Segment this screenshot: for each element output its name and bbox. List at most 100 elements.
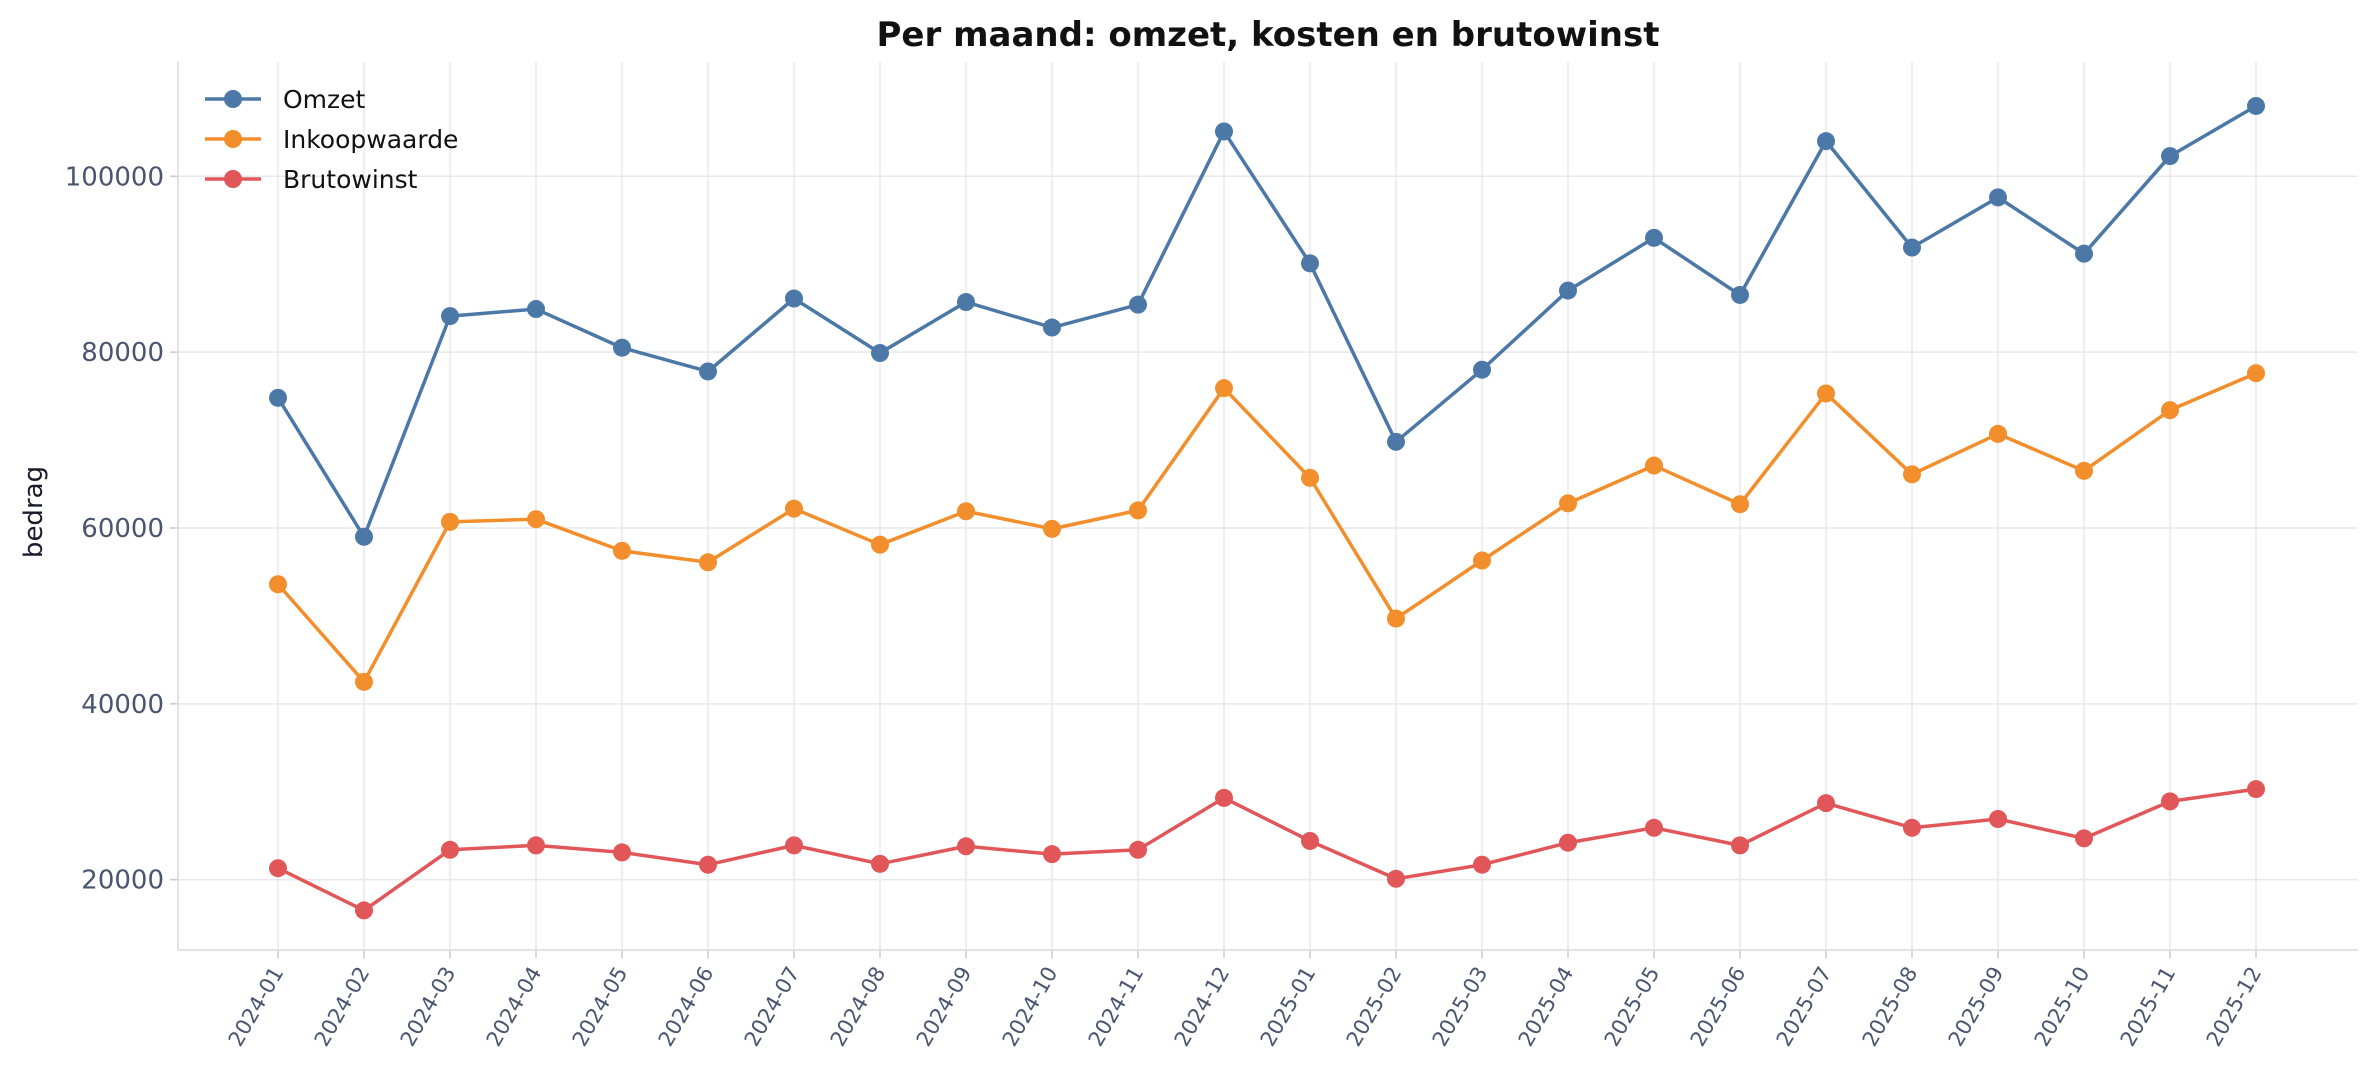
data-point[interactable] (1129, 840, 1147, 859)
data-point[interactable] (1301, 831, 1319, 850)
data-point[interactable] (1043, 318, 1061, 337)
y-tick-label: 80000 (81, 338, 164, 368)
grid-layer (178, 62, 2358, 950)
data-point[interactable] (1989, 424, 2007, 443)
series-line (277, 787, 2257, 913)
data-point[interactable] (1559, 281, 1577, 300)
data-point[interactable] (871, 535, 889, 554)
x-tick-label: 2024-08 (826, 963, 891, 1051)
data-point[interactable] (1387, 609, 1405, 628)
data-point[interactable] (1731, 495, 1749, 514)
data-point[interactable] (2247, 780, 2265, 799)
data-point[interactable] (269, 575, 287, 594)
series-omzet (269, 96, 2265, 546)
data-point[interactable] (1387, 869, 1405, 888)
data-point[interactable] (1129, 295, 1147, 314)
legend: Omzet Inkoopwaarde Brutowinst (205, 85, 458, 194)
data-point[interactable] (1043, 845, 1061, 864)
data-point[interactable] (957, 837, 975, 856)
data-point[interactable] (1903, 238, 1921, 257)
chart-title: Per maand: omzet, kosten en brutowinst (877, 15, 1660, 55)
data-point[interactable] (1903, 818, 1921, 837)
data-point[interactable] (441, 512, 459, 531)
data-point[interactable] (269, 388, 287, 407)
data-point[interactable] (1817, 132, 1835, 151)
data-point[interactable] (1903, 465, 1921, 484)
data-point[interactable] (1215, 788, 1233, 807)
data-point[interactable] (1817, 794, 1835, 813)
series-line (276, 104, 2257, 539)
legend-label: Omzet (283, 85, 366, 114)
data-point[interactable] (699, 553, 717, 572)
legend-marker (224, 170, 242, 188)
data-point[interactable] (1301, 254, 1319, 273)
data-point[interactable] (1559, 833, 1577, 852)
data-point[interactable] (527, 510, 545, 529)
data-point[interactable] (1989, 809, 2007, 828)
data-point[interactable] (355, 527, 373, 546)
x-tick-label: 2024-06 (654, 963, 719, 1051)
data-point[interactable] (1731, 285, 1749, 304)
x-tick-label: 2025-04 (1514, 963, 1579, 1051)
data-point[interactable] (1989, 188, 2007, 207)
data-point[interactable] (1473, 360, 1491, 379)
data-point[interactable] (613, 843, 631, 862)
data-point[interactable] (1559, 494, 1577, 513)
data-point[interactable] (269, 859, 287, 878)
data-point[interactable] (2075, 829, 2093, 848)
data-point[interactable] (2161, 401, 2179, 420)
data-point[interactable] (1473, 551, 1491, 570)
data-point[interactable] (2161, 147, 2179, 166)
data-point[interactable] (699, 855, 717, 874)
y-tick-label: 20000 (81, 866, 164, 896)
data-point[interactable] (957, 293, 975, 312)
data-point[interactable] (1473, 855, 1491, 874)
data-point[interactable] (613, 338, 631, 357)
data-point[interactable] (785, 499, 803, 518)
data-point[interactable] (871, 854, 889, 873)
data-point[interactable] (355, 901, 373, 920)
data-point[interactable] (527, 836, 545, 855)
data-point[interactable] (1043, 519, 1061, 538)
data-point[interactable] (441, 307, 459, 326)
data-point[interactable] (1215, 379, 1233, 398)
x-tick-label: 2025-02 (1342, 963, 1407, 1051)
x-tick-label: 2025-06 (1686, 963, 1751, 1051)
legend-label: Brutowinst (283, 165, 418, 194)
legend-item: Omzet (205, 85, 366, 114)
data-point[interactable] (1645, 456, 1663, 475)
data-point[interactable] (785, 836, 803, 855)
data-point[interactable] (1215, 122, 1233, 141)
legend-item: Brutowinst (205, 165, 418, 194)
x-tick-label: 2024-04 (482, 963, 547, 1051)
data-point[interactable] (441, 840, 459, 859)
x-tick-label: 2024-09 (912, 963, 977, 1051)
data-point[interactable] (1645, 818, 1663, 837)
x-tick-label: 2024-10 (998, 963, 1063, 1051)
data-point[interactable] (1129, 501, 1147, 520)
data-point[interactable] (871, 344, 889, 363)
x-tick-label: 2025-10 (2030, 963, 2095, 1051)
data-point[interactable] (2247, 364, 2265, 383)
data-point[interactable] (2161, 792, 2179, 811)
legend-item: Inkoopwaarde (205, 125, 458, 154)
data-point[interactable] (1731, 836, 1749, 855)
data-point[interactable] (1817, 384, 1835, 403)
series-inkoopwaarde (269, 364, 2265, 691)
data-point[interactable] (785, 289, 803, 308)
data-point[interactable] (2075, 244, 2093, 263)
data-point[interactable] (1645, 228, 1663, 247)
data-point[interactable] (2075, 461, 2093, 480)
x-tick-label: 2024-07 (740, 963, 805, 1051)
data-point[interactable] (355, 672, 373, 691)
data-point[interactable] (1387, 432, 1405, 451)
data-point[interactable] (957, 502, 975, 521)
data-point[interactable] (1301, 468, 1319, 487)
data-point[interactable] (699, 362, 717, 381)
data-point[interactable] (613, 541, 631, 560)
data-point[interactable] (2247, 96, 2265, 115)
data-point[interactable] (527, 300, 545, 319)
legend-marker (224, 90, 242, 108)
x-tick-label: 2024-03 (396, 963, 461, 1051)
